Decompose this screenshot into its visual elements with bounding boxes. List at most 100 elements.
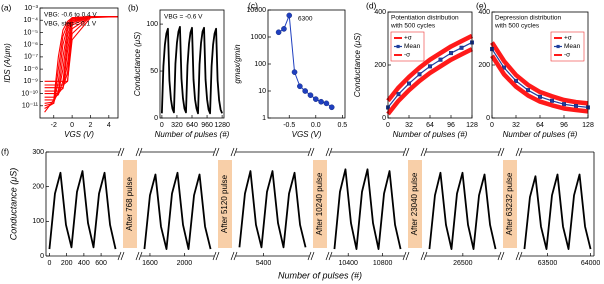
y-tick-label: 10⁻⁶: [24, 42, 38, 49]
axis-break: [310, 251, 315, 261]
y-tick-label: 400: [478, 9, 490, 16]
break-label-box: [503, 160, 517, 248]
axis-break: [230, 251, 235, 261]
axis-break: [500, 251, 505, 261]
y-axis-label: Conductance (μS): [8, 168, 18, 240]
axis-break: [328, 251, 333, 261]
x-tick-label: 1280: [214, 122, 230, 129]
data-line: [490, 54, 589, 114]
axis-break: [325, 147, 330, 157]
data-point: [407, 81, 412, 86]
y-tick-label: 100: [32, 218, 44, 225]
x-tick-label: 640: [186, 122, 198, 129]
panel-label: (f): [1, 146, 9, 156]
x-tick-label: 0: [160, 122, 164, 129]
axis-break: [420, 147, 425, 157]
panel-label: (e): [476, 0, 487, 10]
legend-label: -σ: [404, 52, 410, 59]
x-tick-label: 0.0: [311, 122, 321, 129]
y-axis-label: IDS (A/μm): [3, 43, 12, 83]
data-line: [143, 171, 212, 250]
y-tick-label: 10⁻⁴: [24, 17, 39, 24]
x-tick-label: 96: [447, 122, 455, 129]
break-label-box: [313, 160, 327, 248]
y-tick-label: 200: [478, 62, 490, 69]
x-tick-label: 0: [47, 260, 51, 267]
x-tick-label: 2: [89, 122, 93, 129]
panel-label: (b): [128, 2, 139, 12]
axis-break: [515, 147, 520, 157]
y-tick-label: 100: [254, 61, 266, 68]
break-label: After 63232 pulse: [505, 172, 514, 235]
data-point: [459, 45, 464, 50]
axis-break: [135, 251, 140, 261]
data-point: [562, 102, 567, 107]
axis-break: [230, 147, 235, 157]
x-tick-label: 10400: [338, 260, 358, 267]
x-axis-label: Number of pulses (#): [503, 130, 578, 139]
axis-break: [212, 147, 217, 157]
break-label: After 768 pulse: [125, 177, 134, 231]
data-point: [312, 96, 319, 102]
break-label: After 10240 pulse: [315, 172, 324, 235]
x-tick-label: 96: [560, 122, 568, 129]
x-tick-label: 4: [107, 122, 111, 129]
x-tick-label: 2000: [177, 260, 193, 267]
x-tick-label: -2: [51, 122, 57, 129]
x-axis-label: Number of pulses (#): [393, 130, 468, 139]
data-point: [302, 88, 308, 94]
axis-break: [515, 251, 520, 261]
plot-frame: [387, 11, 473, 119]
axis-break: [117, 251, 122, 261]
plot-frame: [491, 11, 589, 119]
x-tick-label: 63500: [538, 260, 558, 267]
plot-frame: [267, 9, 346, 119]
x-tick-label: 32: [405, 122, 413, 129]
axis-break: [500, 147, 505, 157]
axis-break: [138, 147, 143, 157]
break-label: After 23040 pulse: [410, 172, 419, 235]
annotation: with 500 cycles: [390, 23, 436, 30]
plot-frame: [159, 9, 225, 119]
axis-break: [497, 251, 502, 261]
axis-break: [310, 147, 315, 157]
data-line: [48, 170, 117, 250]
y-tick-label: 10⁻¹⁰: [21, 89, 38, 97]
axis-break: [328, 147, 333, 157]
axis-break: [212, 251, 217, 261]
x-tick-label: 0: [490, 122, 494, 129]
break-label-box: [123, 160, 137, 248]
y-tick-label: 10⁻⁹: [24, 78, 38, 85]
axis-break: [405, 251, 410, 261]
y-tick-label: 10: [258, 88, 266, 95]
x-tick-label: 5400: [256, 260, 272, 267]
x-tick-label: 64: [426, 122, 434, 129]
x-tick-label: 64000: [581, 260, 601, 267]
x-tick-label: 0.5: [337, 122, 347, 129]
break-label: After 5120 pulse: [220, 174, 229, 233]
annotation: with 500 cycles: [494, 23, 540, 30]
data-line: [386, 33, 474, 103]
legend-marker: [556, 44, 560, 49]
legend-label: -σ: [564, 52, 570, 59]
x-axis-label: VGS (V): [64, 130, 94, 139]
x-tick-label: 32: [512, 122, 520, 129]
axis-break: [518, 251, 523, 261]
y-tick-label: 0: [40, 253, 44, 260]
data-line: [333, 168, 402, 250]
data-point: [396, 92, 401, 97]
y-tick-label: 50: [150, 68, 158, 75]
data-line: [523, 173, 592, 250]
legend-label: +σ: [404, 35, 412, 42]
data-line: [44, 15, 119, 82]
annotation: 6300: [298, 16, 313, 23]
axis-break: [215, 147, 220, 157]
data-line: [428, 171, 497, 250]
axis-break: [423, 251, 428, 261]
axis-break: [518, 147, 523, 157]
x-tick-label: 1600: [142, 260, 158, 267]
x-tick-label: 200: [61, 260, 73, 267]
x-tick-label: 26500: [453, 260, 473, 267]
